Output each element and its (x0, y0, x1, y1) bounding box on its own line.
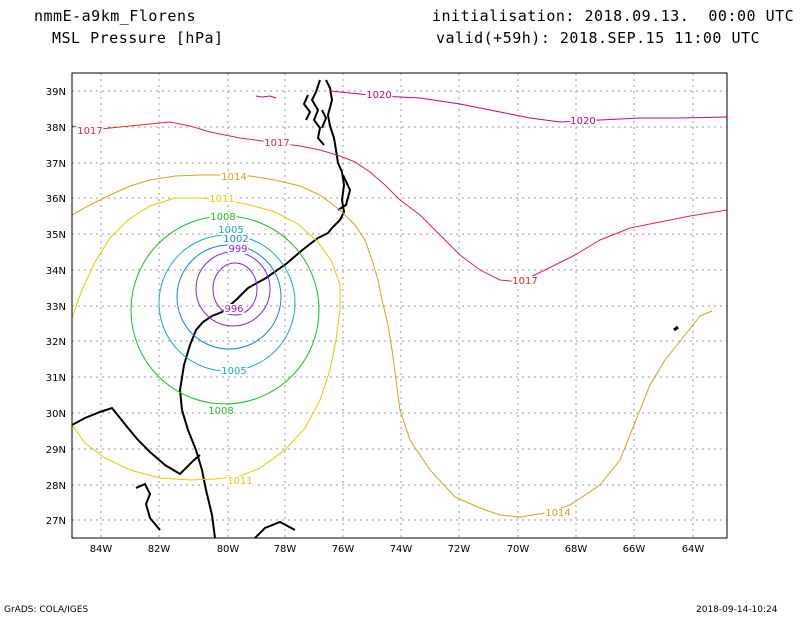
lat-label: 27N (46, 516, 66, 527)
contour-label-bg (227, 244, 249, 254)
contour-label: 1011 (227, 476, 252, 487)
contour-1017 (72, 121, 727, 283)
contour-label-bg (222, 234, 250, 244)
field-title: MSL Pressure [hPa] (52, 29, 224, 47)
contour-label: 1002 (223, 234, 248, 245)
contour-label: 1014 (545, 508, 570, 519)
coastline (72, 79, 352, 538)
contour-1005 (158, 234, 296, 372)
contour-label: 1017 (512, 276, 537, 287)
lon-label: 84W (90, 544, 113, 555)
latitude-labels: 39N 38N 37N 36N 35N 34N 33N 32N 31N 30N 29N 28N 27N (46, 87, 66, 527)
lat-label: 28N (46, 481, 66, 492)
contour-label-bg (226, 476, 254, 486)
lat-label: 31N (46, 373, 66, 384)
lat-label: 29N (46, 445, 66, 456)
contour-label: 1020 (366, 90, 391, 101)
contour-label-bg (511, 276, 539, 286)
lat-label: 30N (46, 409, 66, 420)
contour-label-bg (263, 138, 291, 148)
lon-label: 80W (217, 544, 240, 555)
contour-label-bg (223, 304, 245, 314)
contour-labels: 1020 1020 1017 1017 1017 1014 1014 1011 1011 1008… (76, 90, 597, 519)
island-marker (673, 325, 679, 332)
model-title: nmmE-a9km_Florens (34, 7, 197, 25)
lat-label: 33N (46, 302, 66, 313)
lon-label: 74W (390, 544, 413, 555)
contour-label: 1011 (209, 194, 234, 205)
lon-label: 70W (507, 544, 530, 555)
lon-label: 78W (274, 544, 297, 555)
contour-label: 1008 (210, 212, 235, 223)
contour-label: 1008 (208, 406, 233, 417)
contour-label: 1020 (570, 116, 595, 127)
contour-1014 (72, 174, 713, 518)
map-frame (71, 72, 728, 539)
lon-label: 82W (148, 544, 171, 555)
lat-label: 34N (46, 266, 66, 277)
valid-time: valid(+59h): 2018.SEP.15 11:00 UTC (436, 29, 761, 47)
contour-996 (212, 262, 258, 316)
contour-label: 996 (224, 304, 243, 315)
contour-1020-fragment (255, 95, 277, 99)
contour-label: 1005 (218, 225, 243, 236)
lat-label: 35N (46, 230, 66, 241)
contour-label-bg (220, 172, 248, 182)
lat-label: 39N (46, 87, 66, 98)
footer-software: GrADS: COLA/IGES (4, 605, 89, 615)
contour-label-bg (208, 194, 236, 204)
contour-1002 (176, 244, 282, 350)
lon-label: 68W (565, 544, 588, 555)
contour-label-bg (569, 116, 597, 126)
lon-label: 66W (623, 544, 646, 555)
lon-label: 72W (448, 544, 471, 555)
contour-1011 (72, 197, 341, 481)
longitude-labels: 84W 82W 80W 78W 76W 74W 72W 70W 68W 66W 64W (90, 544, 705, 555)
contour-label: 1014 (221, 172, 246, 183)
lat-label: 37N (46, 159, 66, 170)
contour-label-bg (76, 126, 104, 136)
contour-label: 1005 (221, 366, 246, 377)
footer-timestamp: 2018-09-14-10:24 (696, 605, 778, 615)
contour-label-bg (217, 225, 245, 235)
contour-label: 999 (228, 244, 247, 255)
contour-label-bg (207, 406, 235, 416)
lon-label: 76W (332, 544, 355, 555)
contour-label: 1017 (77, 126, 102, 137)
contour-label-bg (365, 90, 393, 100)
lon-label: 64W (682, 544, 705, 555)
contour-label-bg (220, 366, 248, 376)
lat-label: 36N (46, 194, 66, 205)
contour-label-bg (544, 508, 572, 518)
contour-label: 1017 (264, 138, 289, 149)
lat-label: 38N (46, 123, 66, 134)
lat-label: 32N (46, 337, 66, 348)
init-time: initialisation: 2018.09.13. 00:00 UTC (432, 7, 795, 25)
contour-label-bg (209, 212, 237, 222)
